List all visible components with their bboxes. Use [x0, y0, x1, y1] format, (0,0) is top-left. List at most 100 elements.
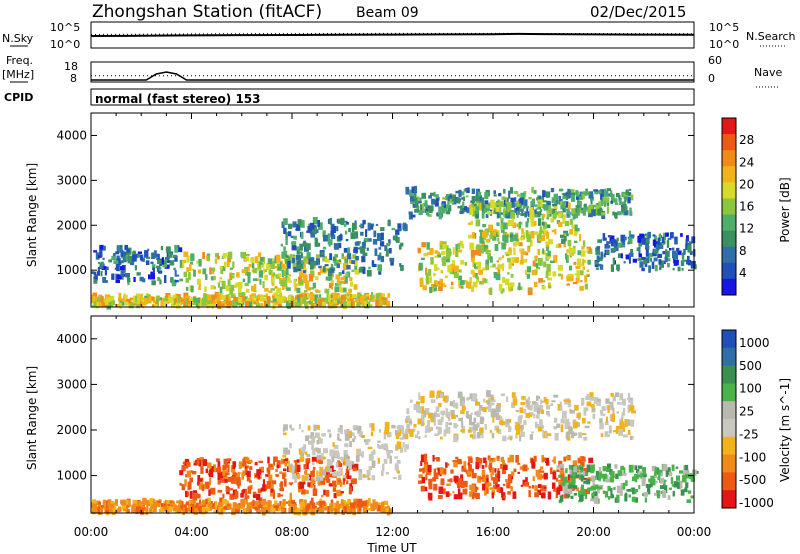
heatmap-cell [358, 267, 363, 273]
nsky-tick-top: 10^5 [50, 21, 80, 34]
heatmap-cell [220, 303, 225, 306]
heatmap-cell [455, 456, 459, 460]
heatmap-cell [578, 465, 581, 470]
heatmap-cell [434, 433, 439, 436]
heatmap-cell [102, 300, 106, 307]
heatmap-cell [622, 486, 626, 490]
heatmap-cell [680, 489, 685, 496]
heatmap-cell [236, 272, 240, 278]
heatmap-cell [347, 467, 352, 470]
heatmap-cell [173, 267, 176, 271]
heatmap-cell [279, 500, 282, 508]
heatmap-cell [361, 256, 366, 263]
heatmap-cell [630, 419, 635, 427]
heatmap-cell [163, 298, 168, 302]
heatmap-cell [465, 469, 468, 474]
heatmap-cell [199, 499, 201, 504]
heatmap-cell [287, 460, 290, 466]
heatmap-cell [298, 280, 304, 286]
heatmap-cell [285, 231, 288, 240]
heatmap-cell [229, 488, 233, 491]
heatmap-cell [283, 424, 288, 431]
heatmap-cell [645, 249, 649, 257]
heatmap-cell [586, 393, 589, 398]
heatmap-cell [530, 212, 535, 219]
heatmap-cell [587, 259, 591, 265]
heatmap-cell [555, 199, 559, 205]
heatmap-cell [219, 277, 223, 280]
heatmap-cell [638, 485, 641, 490]
heatmap-cell [102, 257, 105, 260]
heatmap-cell [299, 498, 304, 504]
heatmap-cell [267, 503, 272, 506]
heatmap-cell [569, 218, 573, 225]
heatmap-cell [327, 236, 330, 245]
heatmap-cell [251, 261, 255, 269]
heatmap-cell [469, 484, 473, 491]
heatmap-cell [546, 192, 549, 199]
heatmap-cell [313, 294, 319, 302]
heatmap-cell [537, 195, 540, 203]
heatmap-cell [484, 228, 490, 232]
heatmap-cell [449, 264, 455, 272]
heatmap-cell [421, 192, 427, 199]
heatmap-cell [299, 481, 305, 489]
heatmap-cell [477, 401, 480, 406]
colorbar-swatch [722, 230, 736, 248]
heatmap-cell [592, 407, 596, 412]
heatmap-cell [639, 233, 644, 241]
heatmap-cell [581, 246, 585, 250]
y-tick-label: 2000 [56, 218, 87, 232]
heatmap-cell [568, 426, 573, 434]
heatmap-cell [463, 461, 467, 469]
heatmap-cell [287, 256, 291, 262]
heatmap-cell [634, 497, 639, 503]
heatmap-cell [452, 491, 455, 494]
heatmap-cell [219, 280, 224, 283]
heatmap-cell [375, 501, 379, 509]
heatmap-cell [553, 206, 558, 209]
heatmap-cell [470, 220, 474, 225]
heatmap-cell [538, 237, 543, 242]
heatmap-cell [600, 199, 604, 206]
heatmap-cell [691, 236, 696, 244]
heatmap-cell [156, 295, 160, 300]
heatmap-cell [468, 464, 472, 472]
y-tick-label: 3000 [56, 173, 87, 187]
heatmap-cell [395, 430, 400, 436]
heatmap-cell [225, 485, 229, 492]
heatmap-cell [168, 295, 172, 302]
heatmap-cell [263, 268, 266, 274]
heatmap-cell [391, 227, 396, 231]
heatmap-cell [677, 481, 680, 489]
heatmap-cell [240, 492, 244, 498]
heatmap-cell [629, 435, 632, 440]
heatmap-cell [313, 424, 317, 432]
heatmap-cell [305, 301, 308, 309]
heatmap-cell [210, 285, 215, 290]
heatmap-cell [284, 251, 288, 258]
heatmap-cell [325, 466, 330, 473]
heatmap-cell [190, 285, 194, 293]
heatmap-cell [433, 483, 438, 491]
heatmap-cell [303, 464, 307, 470]
heatmap-cell [577, 457, 582, 464]
heatmap-cell [466, 207, 472, 214]
heatmap-cell [600, 251, 604, 259]
heatmap-cell [420, 406, 425, 415]
heatmap-cell [372, 239, 378, 245]
heatmap-cell [471, 421, 476, 426]
heatmap-cell [380, 255, 385, 263]
heatmap-cell [430, 399, 436, 403]
heatmap-cell [258, 252, 262, 257]
heatmap-cell [279, 262, 283, 267]
heatmap-cell [533, 455, 537, 462]
heatmap-cell [479, 280, 484, 285]
heatmap-cell [378, 429, 382, 433]
heatmap-cell [434, 280, 438, 287]
heatmap-cell [528, 411, 534, 416]
heatmap-cell [619, 393, 624, 401]
x-tick-label: 00:00 [677, 525, 712, 539]
heatmap-cell [471, 493, 475, 500]
